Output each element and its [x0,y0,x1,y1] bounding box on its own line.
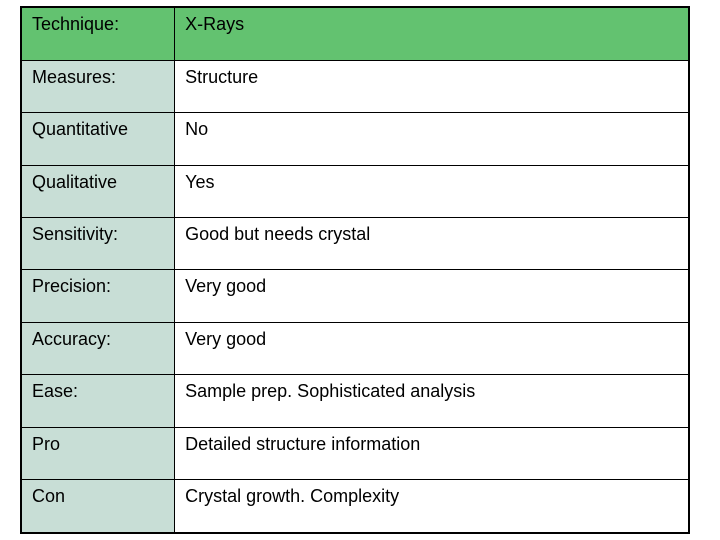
row-label: Qualitative [21,165,175,217]
properties-table: Technique: X-Rays Measures: Structure Qu… [20,6,690,534]
table-row: Con Crystal growth. Complexity [21,480,689,533]
row-label: Con [21,480,175,533]
row-value: Structure [175,60,689,112]
row-value: Detailed structure information [175,427,689,479]
row-value: X-Rays [175,7,689,60]
table-row: Accuracy: Very good [21,322,689,374]
table-row: Sensitivity: Good but needs crystal [21,218,689,270]
table-row: Measures: Structure [21,60,689,112]
table-row: Quantitative No [21,113,689,165]
table-row: Precision: Very good [21,270,689,322]
row-value: Very good [175,322,689,374]
row-value: Good but needs crystal [175,218,689,270]
row-label: Quantitative [21,113,175,165]
row-value: Crystal growth. Complexity [175,480,689,533]
page: Technique: X-Rays Measures: Structure Qu… [0,0,720,540]
row-value: No [175,113,689,165]
row-value: Sample prep. Sophisticated analysis [175,375,689,427]
row-label: Pro [21,427,175,479]
row-value: Yes [175,165,689,217]
row-label: Technique: [21,7,175,60]
table-row: Technique: X-Rays [21,7,689,60]
row-label: Ease: [21,375,175,427]
table-row: Pro Detailed structure information [21,427,689,479]
row-label: Accuracy: [21,322,175,374]
row-label: Precision: [21,270,175,322]
row-label: Measures: [21,60,175,112]
table-row: Qualitative Yes [21,165,689,217]
row-label: Sensitivity: [21,218,175,270]
table-row: Ease: Sample prep. Sophisticated analysi… [21,375,689,427]
row-value: Very good [175,270,689,322]
